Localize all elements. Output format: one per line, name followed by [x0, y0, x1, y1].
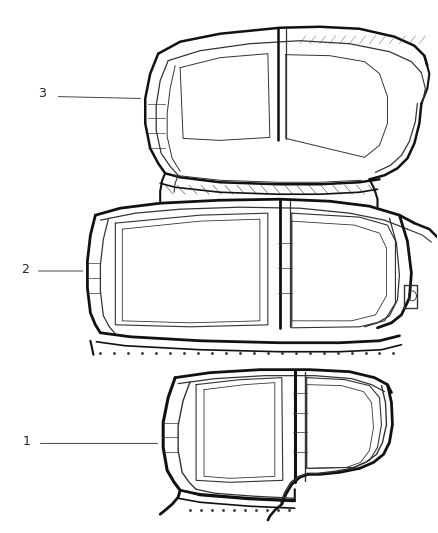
- Text: 1: 1: [23, 435, 31, 448]
- Text: 2: 2: [21, 263, 28, 276]
- Text: 3: 3: [39, 86, 46, 100]
